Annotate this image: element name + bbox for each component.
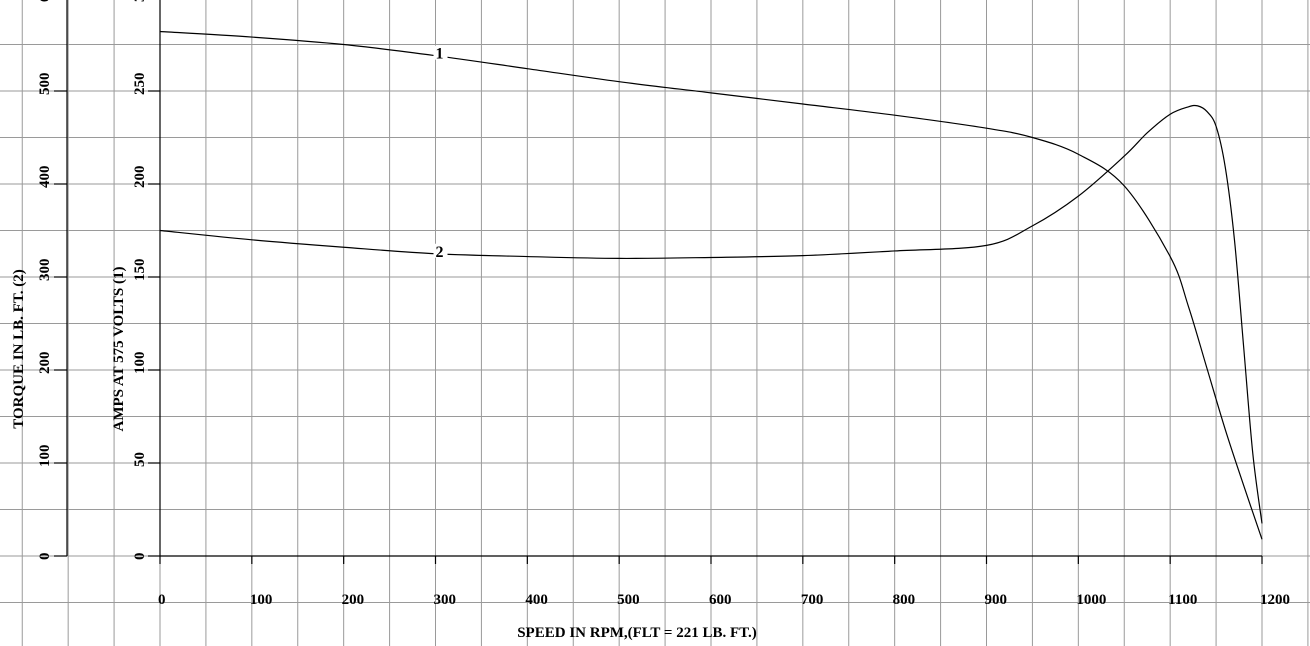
torque-tick-label: 400 xyxy=(37,166,53,189)
amps-axis: 0 50 100 150 200 250 300 xyxy=(132,0,160,560)
amps-tick-label: 250 xyxy=(132,73,148,96)
amps-tick-label: 150 xyxy=(132,259,148,282)
torque-tick-label: 100 xyxy=(37,445,53,468)
chart-axes xyxy=(66,0,1262,557)
curve-1 xyxy=(159,30,1263,540)
x-tick-label: 900 xyxy=(985,592,1008,608)
curve-labels: 12 xyxy=(433,45,448,261)
x-tick-label: 100 xyxy=(250,592,272,608)
amps-tick-label: 0 xyxy=(132,553,148,561)
torque-tick-label: 200 xyxy=(37,352,53,375)
chart-curves xyxy=(159,30,1263,540)
torque-tick-label: 300 xyxy=(37,259,53,282)
x-tick-label: 700 xyxy=(801,592,824,608)
curve-2 xyxy=(159,104,1263,524)
x-axis-ticks: 0 100 200 300 400 500 600 700 800 900 1000 1100 1200 xyxy=(158,556,1290,608)
curve-label-bg xyxy=(433,45,448,60)
amps-tick-label: 100 xyxy=(132,352,148,375)
amps-tick-label: 300 xyxy=(132,0,148,2)
torque-tick-label: 0 xyxy=(37,553,53,561)
x-tick-label: 500 xyxy=(617,592,640,608)
x-tick-label: 800 xyxy=(893,592,916,608)
x-tick-label: 400 xyxy=(525,592,548,608)
amps-tick-label: 50 xyxy=(132,452,148,467)
torque-axis: 0 100 200 300 400 500 600 xyxy=(37,0,67,560)
x-tick-label: 1000 xyxy=(1076,592,1106,608)
torque-axis-title: TORQUE IN LB. FT. (2) xyxy=(11,269,27,428)
x-tick-label: 300 xyxy=(434,592,457,608)
amps-axis-title: AMPS AT 575 VOLTS (1) xyxy=(111,266,127,431)
torque-tick-label: 500 xyxy=(37,73,53,96)
torque-tick-label: 600 xyxy=(37,0,53,2)
x-tick-label: 0 xyxy=(158,592,166,608)
curve-label-bg xyxy=(433,243,448,258)
curve-label-2: 2 xyxy=(436,244,444,261)
curve-label-1: 1 xyxy=(436,46,444,63)
x-tick-label: 200 xyxy=(342,592,365,608)
x-tick-label: 600 xyxy=(709,592,732,608)
x-tick-label: 1200 xyxy=(1260,592,1290,608)
x-tick-label: 1100 xyxy=(1168,592,1197,608)
amps-tick-label: 200 xyxy=(132,166,148,189)
x-axis-title: SPEED IN RPM,(FLT = 221 LB. FT.) xyxy=(517,625,757,641)
